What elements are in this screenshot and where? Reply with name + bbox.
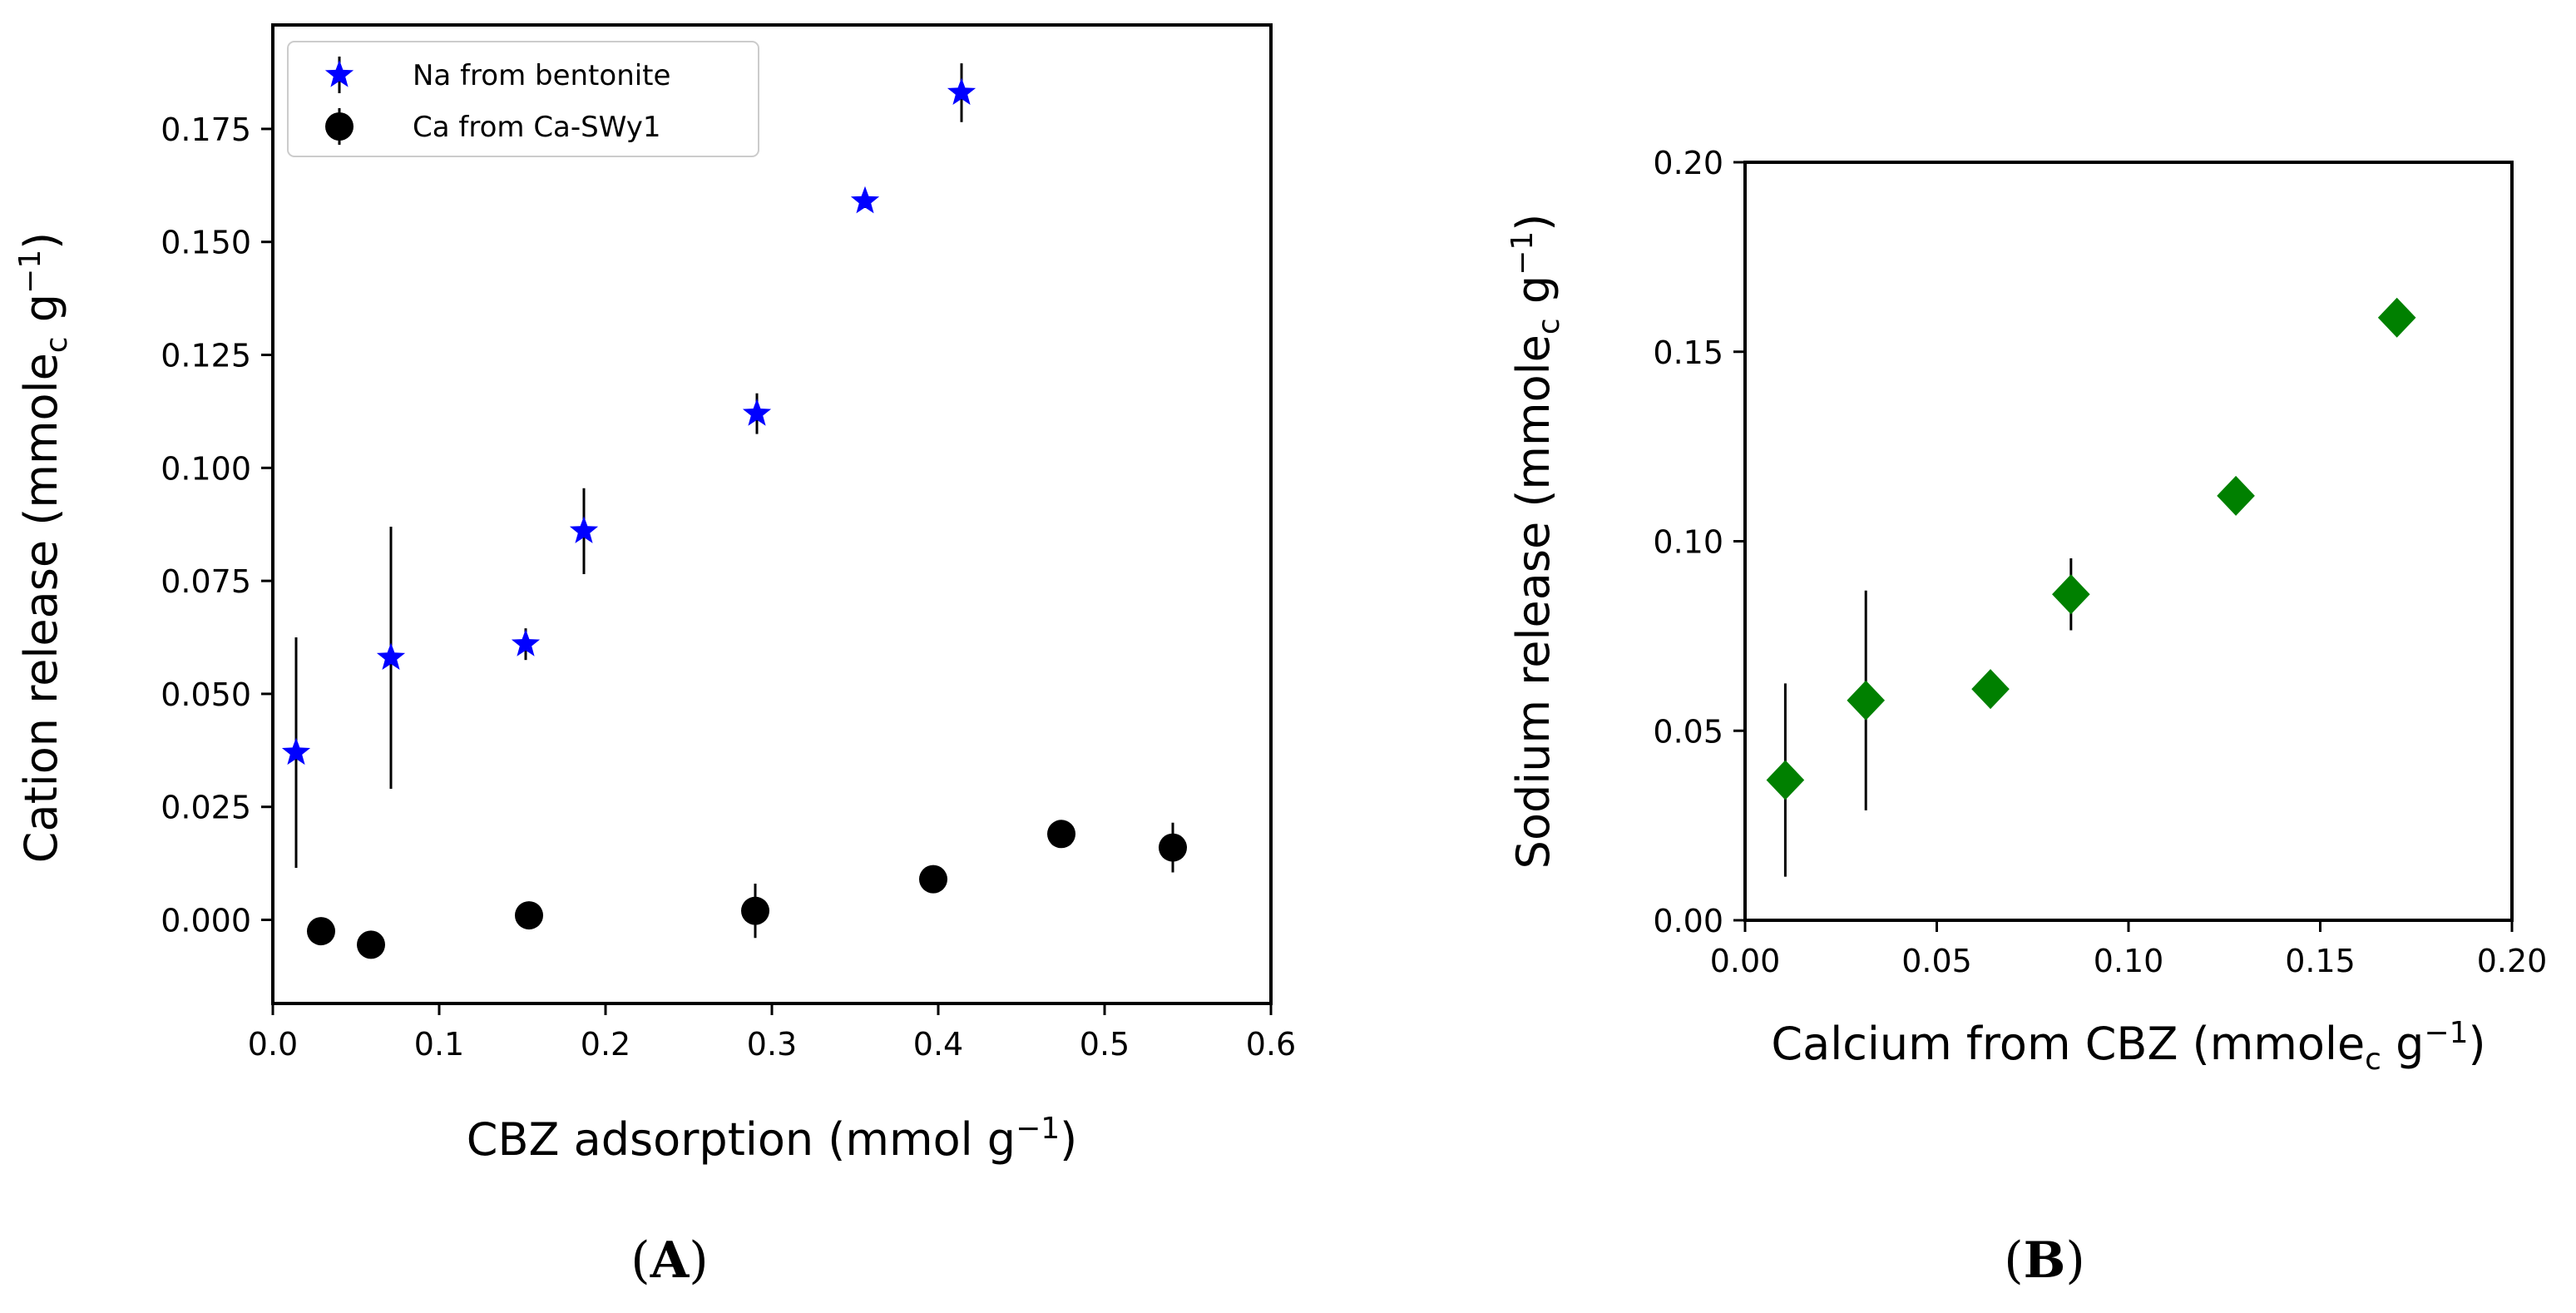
series-na-from-bentonite [281,63,977,869]
data-point [947,77,977,105]
data-point [1847,680,1886,721]
data-point [376,642,406,670]
data-point [515,901,543,930]
y-tick-label: 0.20 [1653,145,1723,181]
data-point [2217,475,2255,516]
data-point [1159,833,1187,862]
legend: Na from bentonite Ca from Ca-SWy1 [287,41,759,157]
data-point [850,186,880,214]
x-tick-label: 0.10 [2094,943,2164,979]
x-tick-label: 0.3 [747,1026,797,1063]
x-tick-label: 0.5 [1080,1026,1130,1063]
legend-label: Ca from Ca-SWy1 [413,111,661,144]
y-axis-label: Sodium release (mmolec g−1) [1506,214,1566,870]
panel-label: (A) [630,1231,708,1290]
x-tick-label: 0.1 [414,1026,464,1063]
y-tick-label: 0.000 [161,903,251,939]
x-tick-label: 0.6 [1246,1026,1296,1063]
x-tick-label: 0.00 [1710,943,1781,979]
y-tick-label: 0.05 [1653,713,1723,750]
y-axis-label: Cation release (mmolec g−1) [13,232,74,863]
y-tick-label: 0.125 [161,338,251,374]
panel-label: (B) [2004,1231,2085,1290]
x-tick-label: 0.20 [2477,943,2548,979]
data-point [2052,574,2090,615]
plot-frame [271,23,1273,1005]
data-point [1971,669,2010,710]
legend-marker [324,60,354,87]
series-sodium-vs-calcium [1766,297,2416,877]
x-axis-label: CBZ adsorption (mmol g−1) [467,1112,1077,1166]
plot-frame [1743,161,2514,922]
x-tick-label: 0.05 [1901,943,1972,979]
data-point [307,917,335,946]
x-tick-label: 0.0 [248,1026,298,1063]
data-point [281,737,311,766]
y-tick-label: 0.10 [1653,524,1723,561]
y-tick-label: 0.15 [1653,334,1723,371]
y-tick-label: 0.00 [1653,903,1723,939]
legend-label: Na from bentonite [413,59,670,92]
y-tick-label: 0.025 [161,790,251,826]
data-point [2377,297,2416,338]
chart-panel-b: 0.00 0.05 0.10 0.15 0.20 0.00 0.05 0.10 0.15 0.20… [1506,145,2547,1290]
x-tick-label: 0.2 [581,1026,630,1063]
data-point [357,930,385,959]
x-tick-label: 0.4 [913,1026,963,1063]
y-tick-label: 0.150 [161,225,251,261]
chart-panel-a: 0.0 0.1 0.2 0.3 0.4 0.5 0.6 0.000 0.025 0.050 0.07… [13,23,1296,1290]
data-point [1047,820,1075,849]
data-point [742,399,772,426]
y-tick-label: 0.050 [161,676,251,713]
y-tick-label: 0.100 [161,450,251,487]
data-point [569,516,599,543]
y-tick-label: 0.075 [161,563,251,600]
x-axis-label: Calcium from CBZ (mmolec g−1) [1771,1016,2485,1077]
data-point [511,629,541,656]
legend-frame [287,41,759,157]
data-point [919,865,947,894]
series-ca-from-ca-swy1 [307,820,1187,959]
data-point [741,896,769,925]
x-tick-label: 0.15 [2285,943,2356,979]
data-point [1766,760,1805,800]
y-tick-label: 0.175 [161,111,251,148]
legend-marker [325,112,354,141]
